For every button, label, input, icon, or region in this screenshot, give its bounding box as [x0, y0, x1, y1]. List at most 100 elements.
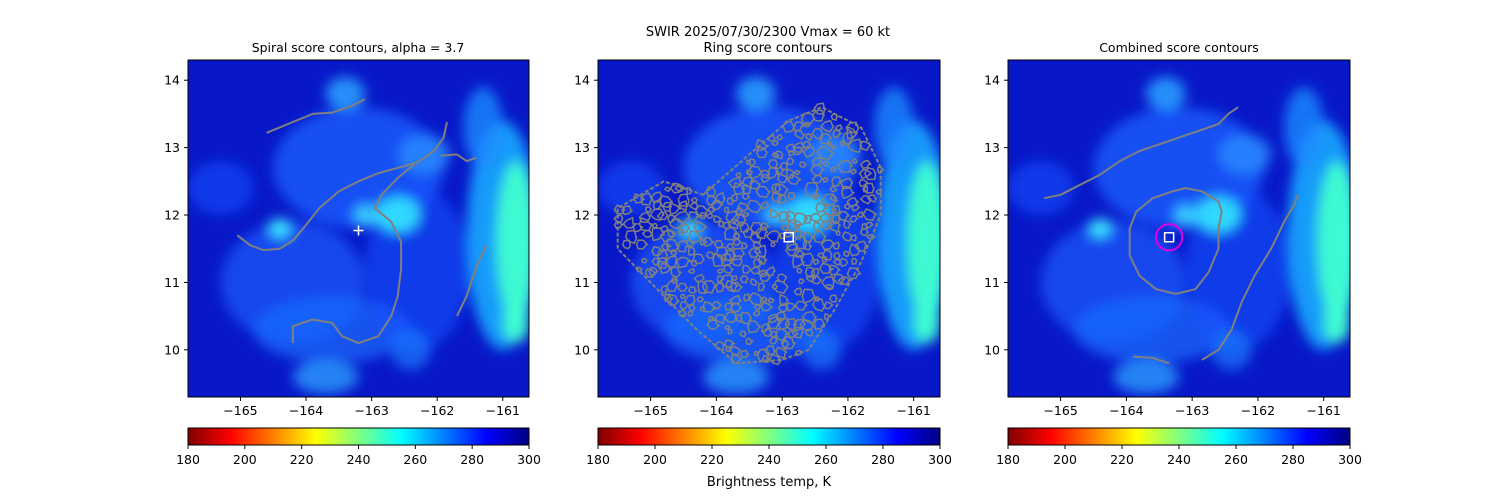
cloud-patch [353, 204, 377, 226]
x-tick-label: −163 [765, 403, 799, 418]
x-tick-label: −161 [897, 403, 931, 418]
x-tick-label: −165 [223, 403, 257, 418]
panel-combined-colorbar: 180 200 220 240 260 280 300 [996, 427, 1362, 467]
cloud-patch [1195, 196, 1242, 234]
panel-spiral-title: Spiral score contours, alpha = 3.7 [252, 40, 465, 55]
cloud-patch [1088, 218, 1112, 239]
colorbar-tick-label: 200 [643, 452, 667, 467]
colorbar-gradient [597, 427, 941, 446]
cloud-patch [391, 329, 431, 371]
score-contour [1043, 106, 1239, 200]
panel-ring-colorbar: 180 200 220 240 260 280 300 [586, 427, 952, 467]
cloud-patch [188, 161, 254, 216]
y-tick-label: 14 [164, 73, 180, 88]
colorbar-gradient [1007, 427, 1351, 446]
cloud-patch [736, 76, 776, 111]
cloud-patch [374, 196, 421, 234]
panel-ring-y-ticks: 10 11 12 13 14 [574, 73, 598, 357]
cloud-patch [1211, 329, 1252, 371]
colorbar-tick-label: 180 [176, 452, 200, 467]
x-tick-label: −162 [420, 403, 454, 418]
cloud-patch [463, 86, 503, 168]
colorbar-tick-label: 200 [1053, 452, 1077, 467]
cloud-patch [1218, 134, 1272, 175]
panel-ring-markers [783, 232, 794, 243]
y-tick-label: 11 [984, 275, 1000, 290]
panel-combined: Combined score contours −165 −164 −163 −162… [984, 40, 1362, 467]
y-tick-label: 12 [574, 208, 590, 223]
cloud-patch [268, 218, 292, 239]
colorbar-tick-label: 300 [928, 452, 952, 467]
cloud-patch [1317, 161, 1350, 323]
cloud-patch [253, 295, 411, 364]
colorbar-tick-label: 260 [403, 452, 427, 467]
panel-spiral-y-ticks: 10 11 12 13 14 [164, 73, 188, 357]
x-tick-label: −164 [289, 403, 323, 418]
score-contour [1132, 355, 1170, 365]
y-tick-label: 11 [164, 275, 180, 290]
panel-spiral-map [188, 60, 529, 397]
y-tick-label: 13 [574, 140, 590, 155]
colorbar-tick-label: 280 [460, 452, 484, 467]
cloud-patch [496, 161, 529, 323]
cloud-patch [292, 359, 359, 394]
colorbar-tick-label: 300 [517, 452, 541, 467]
cloud-patch [801, 329, 842, 371]
colorbar-tick-label: 300 [1338, 452, 1362, 467]
colorbar-tick-label: 200 [233, 452, 257, 467]
y-tick-label: 14 [984, 73, 1000, 88]
ring-score-contours [613, 102, 885, 366]
cloud-patch [325, 76, 366, 111]
y-tick-label: 12 [984, 208, 1000, 223]
panel-combined-map [1008, 60, 1350, 397]
colorbar-gradient [187, 427, 530, 446]
panel-spiral-contours [236, 98, 488, 345]
panel-ring-contours [613, 102, 885, 366]
panel-ring-x-ticks: −165 −164 −163 −162 −161 [633, 397, 931, 418]
colorbar-tick-label: 240 [347, 452, 371, 467]
panel-combined-contours [1043, 106, 1299, 365]
x-tick-label: −164 [1109, 403, 1143, 418]
y-tick-label: 14 [574, 73, 590, 88]
x-tick-label: −162 [1241, 403, 1275, 418]
score-contour [456, 244, 488, 317]
score-contour [1128, 187, 1223, 295]
cloud-patch [1284, 86, 1324, 168]
panel-combined-frame [1007, 59, 1351, 398]
panel-combined-x-ticks: −165 −164 −163 −162 −161 [1043, 397, 1341, 418]
score-contour [291, 163, 415, 345]
panel-ring: −165 −164 −163 −162 −161 10 11 12 13 14 180 200 22… [574, 59, 952, 490]
y-tick-label: 10 [164, 342, 180, 357]
figure-suptitle-line1: SWIR 2025/07/30/2300 Vmax = 60 kt [646, 25, 890, 40]
colorbar-tick-label: 280 [1281, 452, 1305, 467]
panel-spiral: Spiral score contours, alpha = 3.7 −165 −… [164, 40, 541, 467]
colorbar-tick-label: 180 [996, 452, 1020, 467]
score-contour [266, 98, 366, 134]
colorbar-tick-label: 220 [1110, 452, 1134, 467]
ring-score-outer-contour [616, 106, 882, 365]
panel-ring-frame [597, 59, 941, 398]
cloud-patch [502, 302, 529, 344]
colorbar-tick-label: 260 [1224, 452, 1248, 467]
center-plus-marker [353, 225, 364, 236]
cloud-patch [1113, 359, 1179, 394]
panel-combined-y-ticks: 10 11 12 13 14 [984, 73, 1008, 357]
score-contour [440, 153, 477, 163]
cloud-patch [913, 302, 940, 344]
cloud-patch [874, 86, 914, 168]
y-tick-label: 13 [984, 140, 1000, 155]
y-tick-label: 11 [574, 275, 590, 290]
cloud-patch [907, 161, 940, 323]
score-contour [236, 121, 448, 252]
colorbar-tick-label: 180 [586, 452, 610, 467]
cloud-patch [1173, 204, 1198, 226]
x-tick-label: −165 [633, 403, 667, 418]
cloud-patch [598, 161, 664, 216]
x-tick-label: −163 [354, 403, 388, 418]
colorbar-tick-label: 220 [290, 452, 314, 467]
x-tick-label: −165 [1043, 403, 1077, 418]
colorbar-tick-label: 260 [814, 452, 838, 467]
center-square-marker [1163, 232, 1175, 243]
colorbar-label: Brightness temp, K [707, 475, 832, 490]
